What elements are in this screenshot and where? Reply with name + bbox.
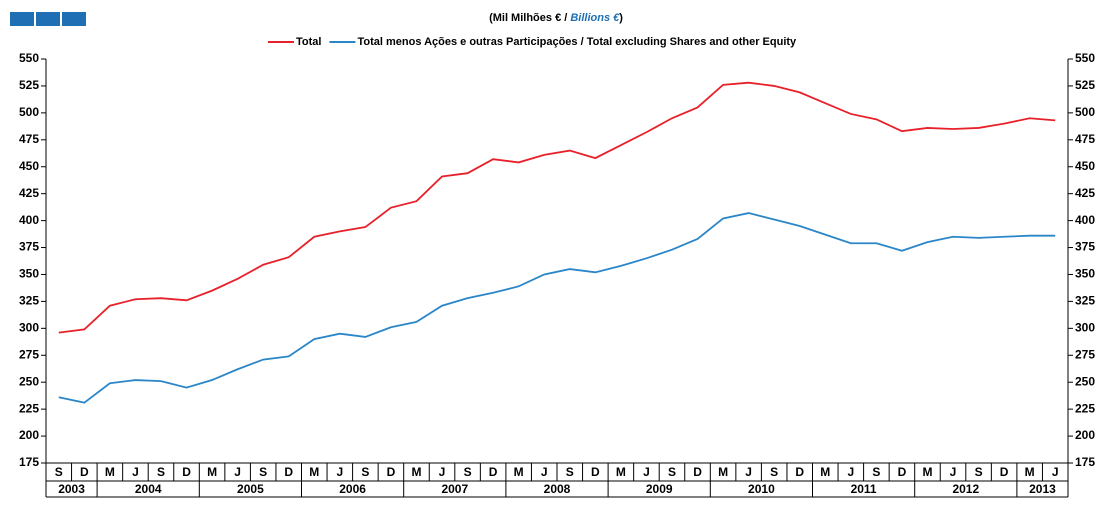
y-tick-label: 375 [19,240,39,254]
x-tick-label: M [922,465,932,479]
x-tick-label: M [1025,465,1035,479]
title-en: Billions € [570,12,620,24]
year-label: 2008 [544,482,571,496]
y2-tick-label: 175 [1075,455,1095,469]
x-tick-label: J [1052,465,1059,479]
year-label: 2012 [952,482,979,496]
x-tick-label: M [820,465,830,479]
y-tick-label: 325 [19,294,39,308]
year-label: 2013 [1029,482,1056,496]
x-tick-label: S [157,465,165,479]
x-tick-label: J [234,465,241,479]
x-tick-label: M [411,465,421,479]
x-tick-label: S [55,465,63,479]
year-label: 2005 [237,482,264,496]
x-tick-label: D [489,465,498,479]
x-tick-label: S [975,465,983,479]
y2-tick-label: 400 [1075,213,1095,227]
year-label: 2004 [135,482,162,496]
x-tick-label: J [643,465,650,479]
y-tick-label: 350 [19,267,39,281]
chart-title: (Mil Milhões € / Billions €) [489,12,623,24]
y2-tick-label: 425 [1075,186,1095,200]
x-tick-label: S [668,465,676,479]
x-tick-label: J [950,465,957,479]
y2-tick-label: 525 [1075,78,1095,92]
legend-label: Total [296,36,321,48]
x-tick-label: J [439,465,446,479]
x-tick-label: S [566,465,574,479]
x-tick-label: D [591,465,600,479]
year-label: 2003 [58,482,85,496]
legend-label: Total menos Ações e outras Participações… [357,36,797,48]
y-tick-label: 550 [19,51,39,65]
year-label: 2010 [748,482,775,496]
y2-tick-label: 250 [1075,374,1095,388]
y-tick-label: 400 [19,213,39,227]
x-tick-label: M [616,465,626,479]
year-label: 2006 [339,482,366,496]
y2-tick-label: 450 [1075,159,1095,173]
y-tick-label: 275 [19,347,39,361]
y2-tick-label: 275 [1075,347,1095,361]
x-tick-label: J [336,465,343,479]
x-tick-label: S [259,465,267,479]
x-tick-label: D [182,465,191,479]
x-tick-label: S [361,465,369,479]
year-label: 2011 [851,482,877,496]
y2-tick-label: 475 [1075,132,1095,146]
y-tick-label: 475 [19,132,39,146]
data-line [58,212,1056,404]
x-tick-label: J [745,465,752,479]
y2-tick-label: 300 [1075,321,1095,335]
y-tick-label: 250 [19,374,39,388]
x-tick-label: M [105,465,115,479]
logo-block [62,12,86,26]
y-tick-label: 225 [19,401,39,415]
y-tick-label: 200 [19,428,39,442]
x-tick-label: J [132,465,139,479]
x-tick-label: J [541,465,548,479]
y-tick-label: 300 [19,321,39,335]
year-label: 2007 [441,482,468,496]
title-end: ) [619,12,623,24]
y2-tick-label: 550 [1075,51,1095,65]
x-tick-label: S [464,465,472,479]
y-tick-label: 500 [19,105,39,119]
logo-block [36,12,60,26]
x-tick-label: M [309,465,319,479]
x-tick-label: M [514,465,524,479]
x-tick-label: J [847,465,854,479]
x-tick-label: M [718,465,728,479]
x-tick-label: D [795,465,804,479]
y2-tick-label: 500 [1075,105,1095,119]
logo-block [10,12,34,26]
data-line [58,81,1056,334]
title-pt: (Mil Milhões € / [489,12,570,24]
x-tick-label: D [1000,465,1009,479]
y2-tick-label: 375 [1075,240,1095,254]
y2-tick-label: 200 [1075,428,1095,442]
year-label: 2009 [646,482,673,496]
x-tick-label: D [387,465,396,479]
y-tick-label: 175 [19,455,39,469]
y-tick-label: 525 [19,78,39,92]
x-tick-label: D [693,465,702,479]
x-tick-label: S [770,465,778,479]
x-tick-label: S [872,465,880,479]
y2-tick-label: 325 [1075,294,1095,308]
x-tick-label: M [207,465,217,479]
y2-tick-label: 350 [1075,267,1095,281]
x-tick-label: D [284,465,293,479]
x-tick-label: D [80,465,89,479]
y-tick-label: 450 [19,159,39,173]
y-tick-label: 425 [19,186,39,200]
y2-tick-label: 225 [1075,401,1095,415]
x-tick-label: D [898,465,907,479]
